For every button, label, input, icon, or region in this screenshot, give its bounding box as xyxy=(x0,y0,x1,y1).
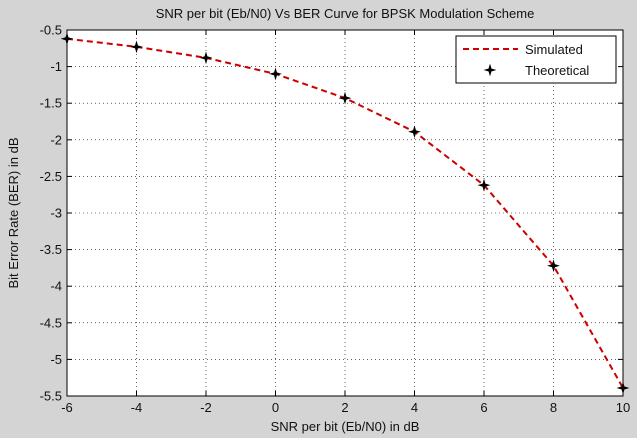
x-axis-label: SNR per bit (Eb/N0) in dB xyxy=(271,419,420,434)
x-tick-label: 8 xyxy=(550,400,557,415)
x-tick-label: 2 xyxy=(341,400,348,415)
x-tick-label: 0 xyxy=(272,400,279,415)
y-tick-label: -5 xyxy=(50,352,62,367)
y-tick-labels: -0.5 -1 -1.5 -2 -2.5 -3 -3.5 -4 -4.5 -5 -5.5 xyxy=(40,23,62,404)
data-point-theoretical xyxy=(60,32,74,46)
data-point-theoretical xyxy=(130,40,143,54)
legend-label-simulated: Simulated xyxy=(525,42,583,57)
data-point-theoretical xyxy=(408,125,421,139)
data-point-theoretical-shape xyxy=(199,51,213,65)
legend: Simulated Theoretical xyxy=(455,35,617,84)
data-point-theoretical-shape xyxy=(547,259,560,273)
data-point-theoretical-shape xyxy=(408,125,421,139)
grid-lines xyxy=(67,30,623,396)
data-point-theoretical-shape xyxy=(269,67,282,81)
data-point-theoretical-shape xyxy=(60,32,74,46)
data-point-theoretical-shape xyxy=(130,40,143,54)
y-axis-label: Bit Error Rate (BER) in dB xyxy=(6,138,21,289)
legend-star-icon-shape xyxy=(483,63,497,77)
y-tick-label: -0.5 xyxy=(40,23,62,38)
data-point-theoretical xyxy=(269,67,282,81)
data-point-theoretical xyxy=(199,51,213,65)
x-tick-label: -4 xyxy=(131,400,143,415)
x-tick-labels: -6 -4 -2 0 2 4 6 8 10 xyxy=(61,400,630,415)
y-tick-label: -1.5 xyxy=(40,96,62,111)
legend-star-icon xyxy=(483,63,497,77)
x-tick-label: 10 xyxy=(616,400,630,415)
x-tick-label: 4 xyxy=(411,400,418,415)
y-tick-label: -3 xyxy=(50,206,62,221)
data-point-theoretical xyxy=(338,91,352,105)
y-tick-label: -3.5 xyxy=(40,242,62,257)
y-tick-label: -2.5 xyxy=(40,169,62,184)
y-tick-label: -2 xyxy=(50,132,62,147)
legend-marker-theoretical xyxy=(483,63,497,77)
data-point-theoretical xyxy=(616,381,630,395)
data-point-theoretical-shape xyxy=(477,178,491,192)
x-tick-label: 6 xyxy=(480,400,487,415)
legend-label-theoretical: Theoretical xyxy=(525,63,589,78)
x-tick-label: -6 xyxy=(61,400,73,415)
y-tick-label: -4.5 xyxy=(40,315,62,330)
x-tick-label: -2 xyxy=(200,400,212,415)
data-point-theoretical xyxy=(547,259,560,273)
data-point-theoretical-shape xyxy=(338,91,352,105)
y-tick-label: -4 xyxy=(50,279,62,294)
y-tick-label: -1 xyxy=(50,59,62,74)
data-point-theoretical xyxy=(477,178,491,192)
chart-title: SNR per bit (Eb/N0) Vs BER Curve for BPS… xyxy=(156,6,535,21)
series-layer xyxy=(60,32,630,395)
legend-box xyxy=(455,35,617,84)
data-point-theoretical-shape xyxy=(616,381,630,395)
y-tick-label: -5.5 xyxy=(40,389,62,404)
